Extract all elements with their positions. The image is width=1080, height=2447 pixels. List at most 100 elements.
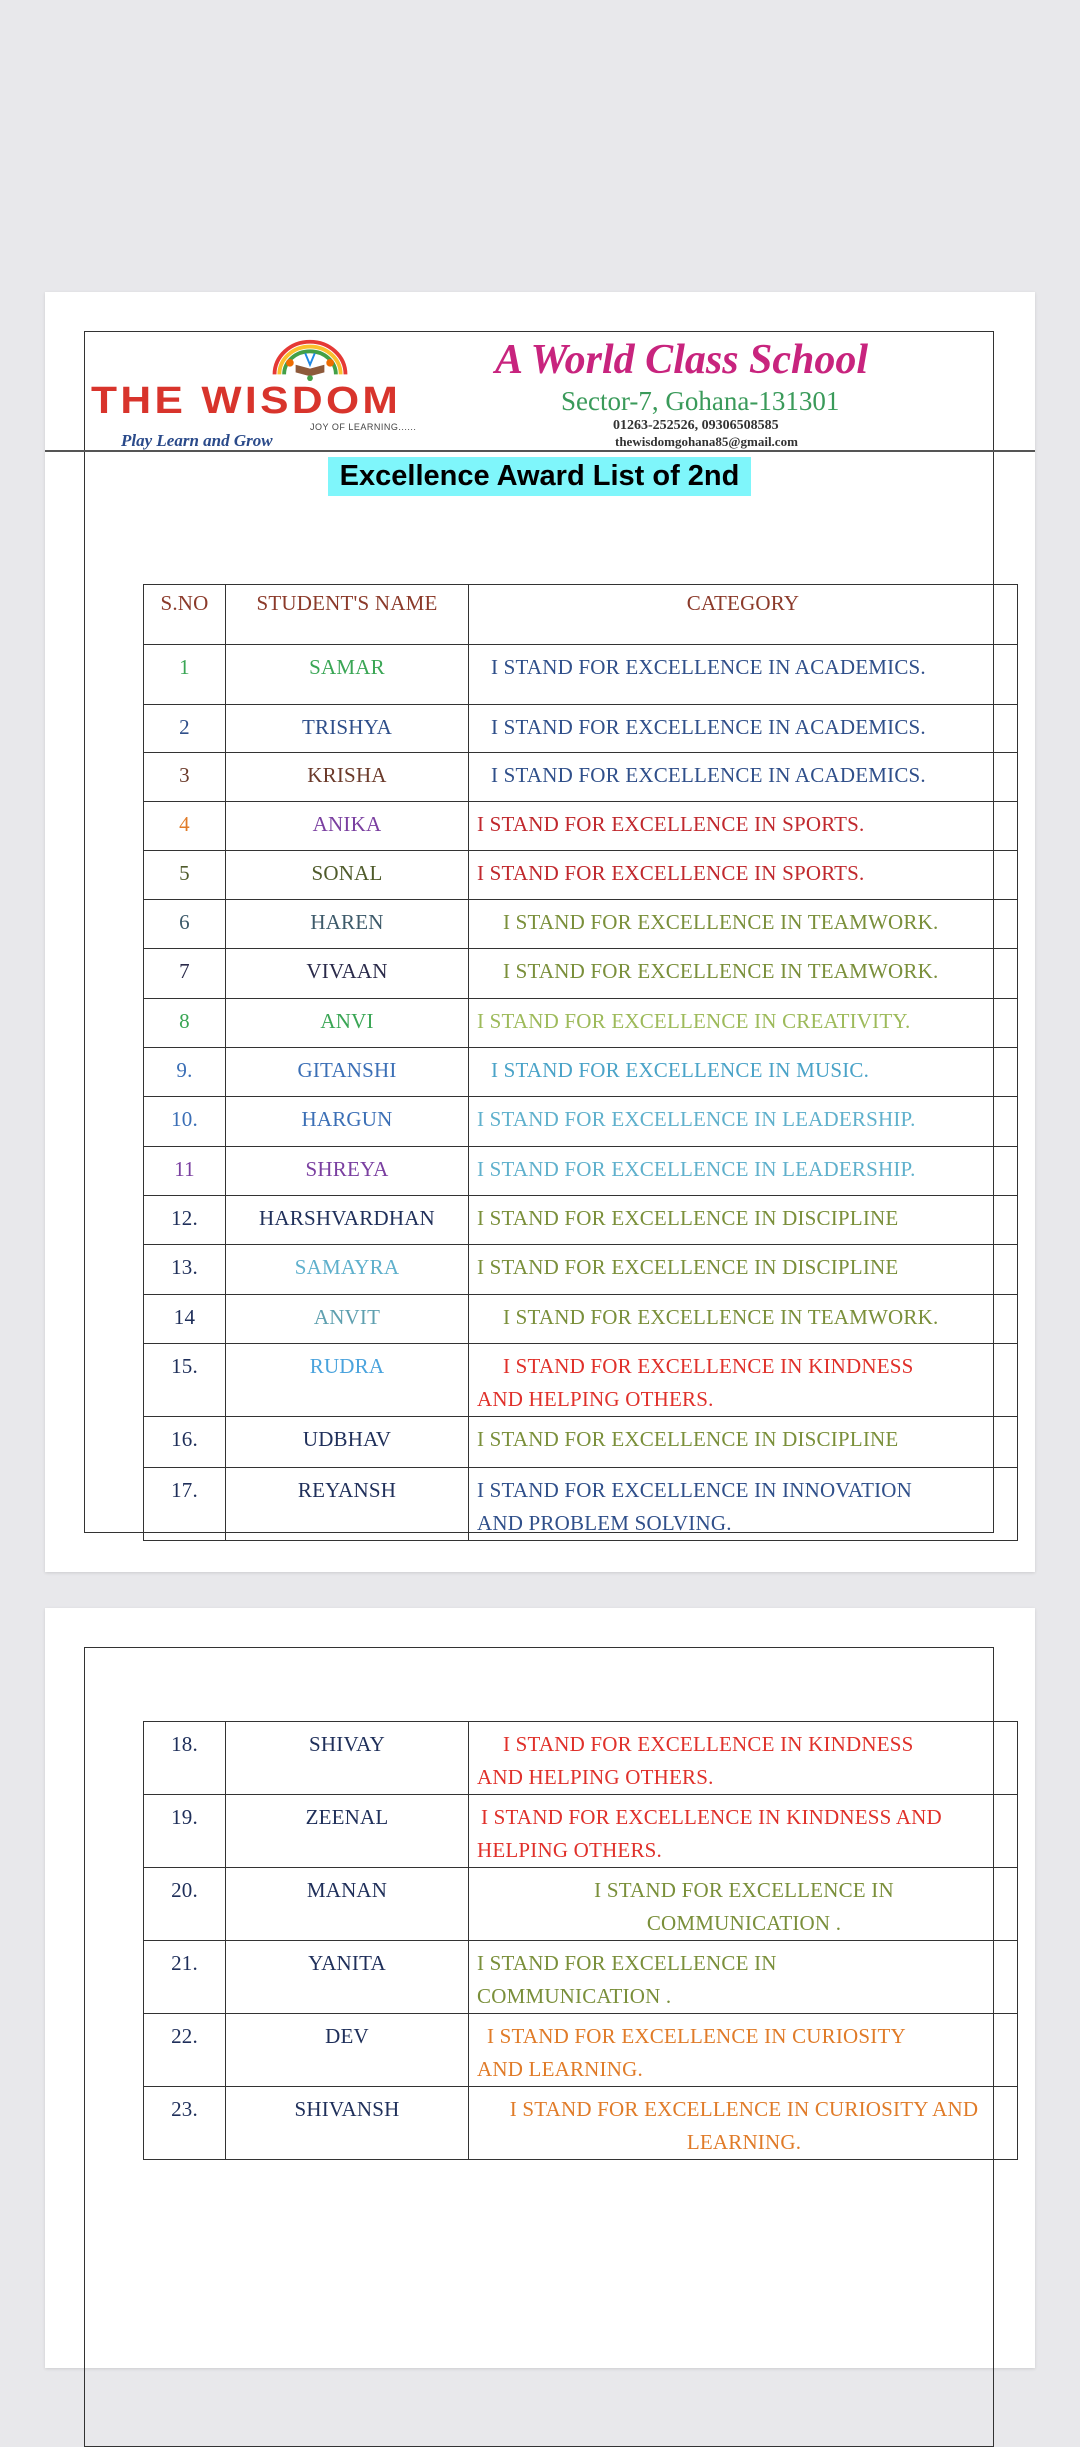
- award-category: I STAND FOR EXCELLENCE IN KINDNESS AND HE…: [468, 1343, 1018, 1417]
- brand-subtitle: JOY OF LEARNING......: [310, 422, 417, 432]
- page-title: Excellence Award List of 2nd: [328, 457, 751, 496]
- award-category: I STAND FOR EXCELLENCE IN DISCIPLINE: [468, 1244, 1018, 1295]
- serial-number: 14: [143, 1294, 226, 1344]
- award-category: I STAND FOR EXCELLENCE IN COMMUNICATION .: [468, 1940, 1018, 2014]
- school-phone: 01263-252526, 09306508585: [613, 418, 779, 433]
- table-row: 18. SHIVAY I STAND FOR EXCELLENCE IN KINDN…: [143, 1721, 1018, 1795]
- award-category: I STAND FOR EXCELLENCE IN MUSIC.: [468, 1047, 1018, 1097]
- table-row: 1 SAMAR I STAND FOR EXCELLENCE IN ACADEMIC…: [143, 644, 1018, 705]
- column-header-sno: S.NO: [143, 584, 226, 645]
- serial-number: 7: [143, 948, 226, 999]
- serial-number: 4: [143, 801, 226, 851]
- serial-number: 22.: [143, 2013, 226, 2087]
- award-category: I STAND FOR EXCELLENCE IN SPORTS.: [468, 801, 1018, 851]
- student-name: YANITA: [225, 1940, 469, 2014]
- school-address: Sector-7, Gohana-131301: [561, 386, 840, 416]
- school-logo-icon: [272, 339, 348, 382]
- letterhead-frame: THE WISDOM JOY OF LEARNING...... Play Le…: [84, 331, 1018, 1541]
- table-row: 21. YANITA I STAND FOR EXCELLENCE IN COMMUN…: [143, 1940, 1018, 2014]
- table-row: 17. REYANSH I STAND FOR EXCELLENCE IN INNO…: [143, 1467, 1018, 1541]
- category-line: I STAND FOR EXCELLENCE IN SPORTS.: [477, 861, 865, 885]
- student-name: SHREYA: [225, 1146, 469, 1196]
- table-row: 12. HARSHVARDHAN I STAND FOR EXCELLENCE IN…: [143, 1195, 1018, 1245]
- student-name: SHIVAY: [225, 1721, 469, 1795]
- table-row: 11 SHREYA I STAND FOR EXCELLENCE IN LEADER…: [143, 1146, 1018, 1196]
- category-line: I STAND FOR EXCELLENCE IN ACADEMICS.: [491, 763, 926, 787]
- award-category: I STAND FOR EXCELLENCE IN DISCIPLINE: [468, 1416, 1018, 1468]
- award-category: I STAND FOR EXCELLENCE IN CURIOSITY AND L…: [468, 2086, 1018, 2160]
- serial-number: 20.: [143, 1867, 226, 1941]
- student-name: MANAN: [225, 1867, 469, 1941]
- student-name: HAREN: [225, 899, 469, 949]
- student-name: ANVI: [225, 998, 469, 1048]
- category-line: I STAND FOR EXCELLENCE IN TEAMWORK.: [503, 959, 939, 983]
- category-line: I STAND FOR EXCELLENCE IN ACADEMICS.: [491, 655, 926, 679]
- category-line: I STAND FOR EXCELLENCE IN INNOVATION: [477, 1478, 913, 1502]
- category-line: LEARNING.: [686, 2130, 802, 2154]
- award-category: I STAND FOR EXCELLENCE IN TEAMWORK.: [468, 899, 1018, 949]
- category-line: AND HELPING OTHERS.: [477, 1387, 714, 1411]
- serial-number: 15.: [143, 1343, 226, 1417]
- serial-number: 16.: [143, 1416, 226, 1468]
- serial-number: 11: [143, 1146, 226, 1196]
- table-row: 15. RUDRA I STAND FOR EXCELLENCE IN KINDNE…: [143, 1343, 1018, 1417]
- award-category: I STAND FOR EXCELLENCE IN KINDNESS AND HE…: [468, 1721, 1018, 1795]
- serial-number: 3: [143, 752, 226, 802]
- award-table-continued: 18. SHIVAY I STAND FOR EXCELLENCE IN KINDN…: [143, 1721, 1018, 2160]
- award-category: I STAND FOR EXCELLENCE IN CURIOSITY AND L…: [468, 2013, 1018, 2087]
- serial-number: 23.: [143, 2086, 226, 2160]
- serial-number: 2: [143, 704, 226, 753]
- award-category: I STAND FOR EXCELLENCE IN ACADEMICS.: [468, 704, 1018, 753]
- school-tagline: Play Learn and Grow: [121, 431, 273, 450]
- page-2: 18. SHIVAY I STAND FOR EXCELLENCE IN KINDN…: [45, 1608, 1035, 2447]
- table-row: 8 ANVI I STAND FOR EXCELLENCE IN CREATIVIT…: [143, 998, 1018, 1048]
- category-line: AND LEARNING.: [477, 2057, 643, 2081]
- student-name: REYANSH: [225, 1467, 469, 1541]
- serial-number: 21.: [143, 1940, 226, 2014]
- category-line: I STAND FOR EXCELLENCE IN DISCIPLINE: [477, 1206, 899, 1230]
- category-line: I STAND FOR EXCELLENCE IN TEAMWORK.: [503, 910, 939, 934]
- award-category: I STAND FOR EXCELLENCE IN ACADEMICS.: [468, 752, 1018, 802]
- serial-number: 6: [143, 899, 226, 949]
- header-divider: [45, 450, 1035, 452]
- category-line: I STAND FOR EXCELLENCE IN: [477, 1951, 777, 1975]
- category-line: HELPING OTHERS.: [477, 1838, 662, 1862]
- serial-number: 1: [143, 644, 226, 705]
- table-row: 4 ANIKA I STAND FOR EXCELLENCE IN SPORTS.: [143, 801, 1018, 851]
- award-category: I STAND FOR EXCELLENCE IN KINDNESS AND HE…: [468, 1794, 1018, 1868]
- category-line: I STAND FOR EXCELLENCE IN CURIOSITY: [487, 2024, 906, 2048]
- student-name: HARSHVARDHAN: [225, 1195, 469, 1245]
- page-1: THE WISDOM JOY OF LEARNING...... Play Le…: [45, 292, 1035, 1572]
- table-row: 14 ANVIT I STAND FOR EXCELLENCE IN TEAMWOR…: [143, 1294, 1018, 1344]
- table-row: 13. SAMAYRA I STAND FOR EXCELLENCE IN DISC…: [143, 1244, 1018, 1295]
- award-category: I STAND FOR EXCELLENCE IN TEAMWORK.: [468, 948, 1018, 999]
- page-2-frame: 18. SHIVAY I STAND FOR EXCELLENCE IN KINDN…: [84, 1647, 1018, 2447]
- student-name: DEV: [225, 2013, 469, 2087]
- student-name: KRISHA: [225, 752, 469, 802]
- category-line: I STAND FOR EXCELLENCE IN ACADEMICS.: [491, 715, 926, 739]
- student-name: ANIKA: [225, 801, 469, 851]
- table-row: 19. ZEENAL I STAND FOR EXCELLENCE IN KINDN…: [143, 1794, 1018, 1868]
- column-header-name: STUDENT'S NAME: [225, 584, 469, 645]
- table-row: 2 TRISHYA I STAND FOR EXCELLENCE IN ACADEM…: [143, 704, 1018, 753]
- serial-number: 17.: [143, 1467, 226, 1541]
- category-line: I STAND FOR EXCELLENCE IN DISCIPLINE: [477, 1255, 899, 1279]
- serial-number: 8: [143, 998, 226, 1048]
- award-category: I STAND FOR EXCELLENCE IN COMMUNICATION .: [468, 1867, 1018, 1941]
- category-line: I STAND FOR EXCELLENCE IN: [594, 1878, 894, 1902]
- student-name: SONAL: [225, 850, 469, 900]
- serial-number: 19.: [143, 1794, 226, 1868]
- student-name: ANVIT: [225, 1294, 469, 1344]
- student-name: GITANSHI: [225, 1047, 469, 1097]
- student-name: VIVAAN: [225, 948, 469, 999]
- column-header-category: CATEGORY: [468, 584, 1018, 645]
- award-category: I STAND FOR EXCELLENCE IN DISCIPLINE: [468, 1195, 1018, 1245]
- category-line: I STAND FOR EXCELLENCE IN SPORTS.: [477, 812, 865, 836]
- table-row: 20. MANAN I STAND FOR EXCELLENCE IN COMMUNI…: [143, 1867, 1018, 1941]
- serial-number: 12.: [143, 1195, 226, 1245]
- school-email: thewisdomgohana85@gmail.com: [615, 434, 798, 449]
- category-line: I STAND FOR EXCELLENCE IN CREATIVITY.: [477, 1009, 911, 1033]
- category-line: I STAND FOR EXCELLENCE IN CURIOSITY AND: [509, 2097, 979, 2121]
- student-name: UDBHAV: [225, 1416, 469, 1468]
- category-line: COMMUNICATION .: [477, 1984, 672, 2008]
